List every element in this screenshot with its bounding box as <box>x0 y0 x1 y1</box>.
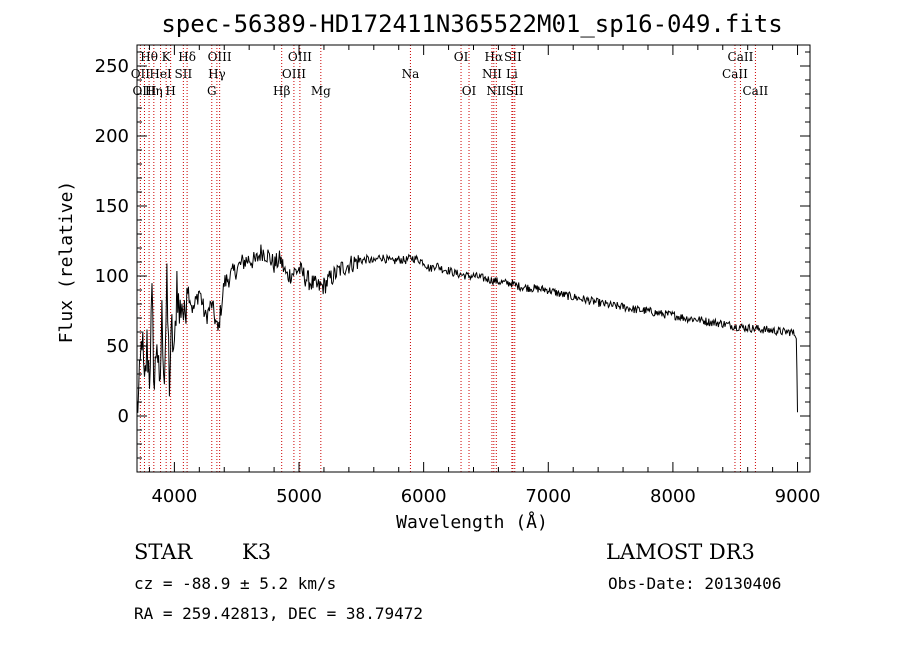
y-tick-label: 100 <box>95 266 129 287</box>
y-tick-label: 250 <box>95 56 129 77</box>
line-marker-label: Hδ <box>178 50 196 64</box>
line-marker-label: SII <box>175 67 193 81</box>
line-marker-label: SII <box>506 84 524 98</box>
coordinates: RA = 259.42813, DEC = 38.79472 <box>134 604 423 623</box>
line-marker-label: CaII <box>728 50 754 64</box>
object-class: STAR <box>134 540 193 564</box>
line-marker-label: H <box>165 84 175 98</box>
axis-ticks: 4000 5000 6000 7000 8000 9000 0 50 100 150 200 250 <box>95 45 821 507</box>
line-marker-label: OI <box>454 50 469 64</box>
x-tick-label: 5000 <box>276 486 322 507</box>
line-marker-label: CaII <box>742 84 768 98</box>
line-marker-label: OIII <box>208 50 232 64</box>
line-marker-label: OII <box>131 67 151 81</box>
survey-name: LAMOST DR3 <box>606 540 755 564</box>
y-tick-label: 200 <box>95 126 129 147</box>
x-tick-label: 9000 <box>775 486 821 507</box>
line-marker-label: Mg <box>311 84 331 98</box>
observation-date: Obs-Date: 20130406 <box>608 574 781 593</box>
line-marker-label: OI <box>462 84 477 98</box>
line-marker-label: Hη <box>145 84 163 98</box>
line-marker-label: G <box>207 84 217 98</box>
line-marker-label: K <box>162 50 172 64</box>
line-marker-label: Na <box>402 67 420 81</box>
x-axis-label: Wavelength (Å) <box>396 511 548 533</box>
line-marker-label: SII <box>504 50 522 64</box>
x-tick-label: 7000 <box>525 486 571 507</box>
line-marker-label: OIII <box>288 50 312 64</box>
y-axis-label: Flux (relative) <box>56 181 77 344</box>
x-tick-label: 8000 <box>650 486 696 507</box>
line-marker-label: HeI <box>149 67 172 81</box>
x-tick-label: 4000 <box>151 486 197 507</box>
redshift-cz: cz = -88.9 ± 5.2 km/s <box>134 574 336 593</box>
y-tick-label: 50 <box>106 336 129 357</box>
x-tick-label: 6000 <box>401 486 447 507</box>
line-marker-label: Li <box>506 67 518 81</box>
line-marker-label: Hβ <box>273 84 290 98</box>
y-tick-label: 150 <box>95 196 129 217</box>
flux-series-line <box>136 244 798 413</box>
line-marker-label: NII <box>482 67 502 81</box>
y-tick-label: 0 <box>118 406 129 427</box>
line-marker-label: Hα <box>485 50 504 64</box>
chart-title: spec-56389-HD172411N365522M01_sp16-049.f… <box>161 10 782 38</box>
line-marker-label: NII <box>486 84 506 98</box>
object-subclass: K3 <box>242 540 271 564</box>
line-marker-label: Hθ <box>140 50 158 64</box>
line-marker-label: Hγ <box>208 67 226 81</box>
line-marker-label: OIII <box>282 67 306 81</box>
line-marker-label: CaII <box>722 67 748 81</box>
plot-frame <box>136 44 811 473</box>
